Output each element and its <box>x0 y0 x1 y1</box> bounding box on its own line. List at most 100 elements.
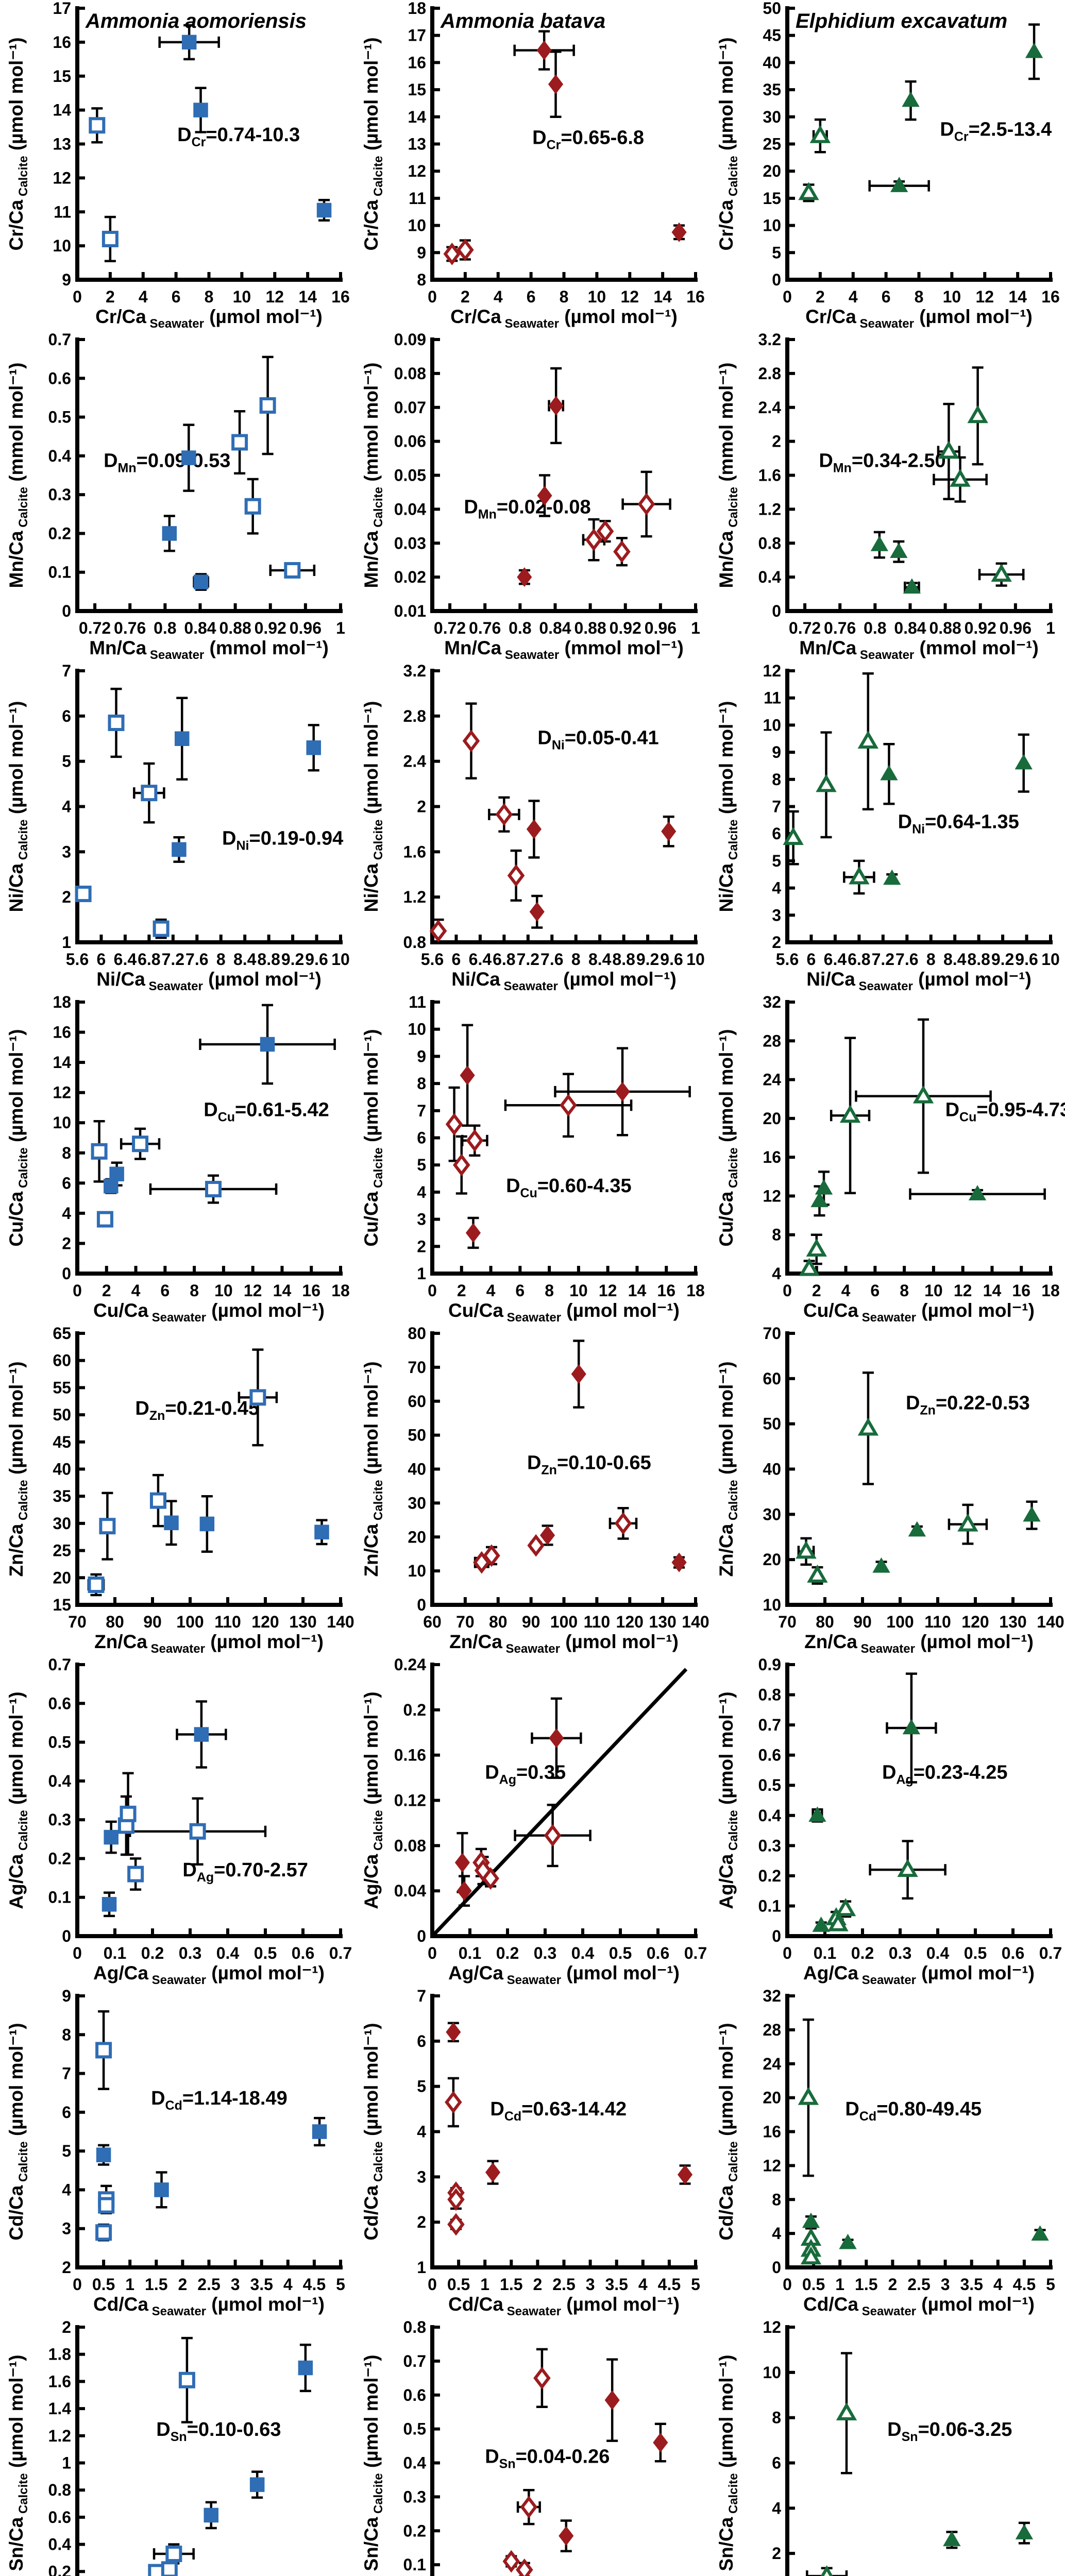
x-tick-label: 7.6 <box>185 950 208 969</box>
x-tick-label: 4 <box>638 2275 648 2294</box>
y-tick-label: 12 <box>763 663 781 680</box>
plot-cu-excavatum: 4 8 12 16 20 24 28 32 0 2 4 6 8 10 12 14 16 18 Cu/Ca Calci… <box>710 994 1065 1325</box>
y-axis-label: Ag/Ca Calcite (µmol mol⁻¹) <box>361 1691 385 1909</box>
y-axis-label: Mn/Ca Calcite (mmol mol⁻¹) <box>6 363 30 588</box>
x-axis-label: Mn/Ca Seawater (mmol mol⁻¹) <box>444 637 684 662</box>
data-point-metal <box>306 740 321 755</box>
y-tick-label: 0.08 <box>394 1836 426 1855</box>
y-tick-label: 1 <box>417 1264 426 1283</box>
data-point-control <box>244 498 261 515</box>
data-point-metal <box>1015 2524 1034 2539</box>
x-tick-label: 6 <box>870 1281 880 1300</box>
species-title: Ammonia aomoriensis <box>85 10 307 32</box>
y-tick-label: 11 <box>409 189 426 208</box>
x-tick-label: 0.3 <box>179 1944 201 1962</box>
y-tick-label: 9 <box>62 270 71 289</box>
partition-coefficient-annotation: DZn=0.10-0.65 <box>527 1452 651 1478</box>
y-axis-label: Cu/Ca Calcite (µmol mol⁻¹) <box>716 1029 740 1246</box>
x-tick-label: 2 <box>461 287 470 306</box>
x-tick-label: 70 <box>778 1613 797 1631</box>
x-tick-label: 0.4 <box>216 1944 240 1962</box>
y-tick-label: 15 <box>408 80 426 99</box>
y-tick-label: 0.1 <box>758 1896 781 1915</box>
x-tick-label: 80 <box>106 1613 124 1631</box>
y-tick-label: 8 <box>417 1074 426 1093</box>
y-tick-label: 4 <box>62 2180 71 2199</box>
species-title: Elphidium excavatum <box>796 10 1007 32</box>
x-tick-label: 6.8 <box>138 950 160 969</box>
y-tick-label: 15 <box>53 1596 71 1614</box>
data-point-control <box>482 1867 499 1890</box>
x-tick-label: 80 <box>816 1613 834 1631</box>
data-point-control <box>806 1238 827 1257</box>
x-tick-label: 0.72 <box>789 619 821 637</box>
plot-canvas-cr-excavatum: 0 5 10 15 20 25 30 35 40 45 50 0 2 4 6 8 10 12 14 16 Cr/Ca C… <box>716 0 1060 331</box>
y-tick-label: 3 <box>417 2167 426 2186</box>
x-tick-label: 0.72 <box>79 619 111 637</box>
y-tick-label: 2.8 <box>758 364 781 383</box>
data-point-control <box>495 803 513 826</box>
partition-coefficient-annotation: DCu=0.61-5.42 <box>204 1099 329 1124</box>
x-tick-label: 7.2 <box>162 950 184 969</box>
plot-canvas-ag-aomoriensis: 0 0.1 0.2 0.3 0.4 0.5 0.6 0.7 0 0.1 0.2 0.3 0.4 0.5 0.… <box>6 1656 352 1987</box>
x-axis-label: Ag/Ca Seawater (µmol mol⁻¹) <box>93 1962 325 1987</box>
plot-cr-batava: 8 9 10 11 12 13 14 15 16 17 18 0 2 4 6 8 10 12 14 16 Cr/Ca C… <box>355 0 710 331</box>
data-point-metal <box>460 1065 475 1086</box>
y-tick-label: 6 <box>417 1129 426 1147</box>
x-tick-label: 0 <box>428 287 437 306</box>
x-tick-label: 0.4 <box>571 1944 595 1962</box>
x-tick-label: 60 <box>423 1613 442 1631</box>
data-point-control <box>141 785 158 802</box>
partition-coefficient-annotation: DNi=0.05-0.41 <box>537 727 658 752</box>
x-tick-label: 0 <box>783 287 792 306</box>
data-point-control <box>798 2087 819 2105</box>
data-point-metal <box>902 91 920 107</box>
data-point-control <box>445 1113 463 1136</box>
data-point-control <box>585 528 603 551</box>
y-tick-label: 1.6 <box>48 2372 71 2391</box>
data-point-metal <box>890 177 908 192</box>
x-tick-label: 6.8 <box>493 950 515 969</box>
y-tick-label: 0 <box>417 1927 426 1945</box>
y-tick-label: 0.04 <box>394 500 426 518</box>
y-tick-label: 20 <box>763 1109 781 1128</box>
x-tick-label: 6 <box>97 950 106 969</box>
x-tick-label: 0.4 <box>926 1944 950 1962</box>
y-tick-label: 0.1 <box>48 1888 71 1907</box>
x-tick-label: 0.5 <box>92 2275 115 2294</box>
x-tick-label: 10 <box>924 1281 943 1300</box>
data-point-control <box>798 182 819 200</box>
x-tick-label: 0.5 <box>254 1944 277 1962</box>
y-tick-label: 0.04 <box>394 1882 426 1900</box>
plot-canvas-mn-excavatum: 00.40.81.21.622.42.83.20.72 0.76 0.8 0.84 0.… <box>716 331 1055 662</box>
y-tick-label: 12 <box>763 2319 781 2336</box>
x-tick-label: 0.6 <box>292 1944 314 1962</box>
data-point-metal <box>465 1223 481 1243</box>
plot-mn-excavatum: 0 0.4 0.8 1.2 1.6 2 2.4 2.8 3.2 0.72 0.76 0.8 0.84 0.… <box>710 331 1065 663</box>
y-tick-label: 3.2 <box>403 663 426 680</box>
y-tick-label: 0.3 <box>758 1836 781 1855</box>
x-tick-label: 12 <box>954 1281 972 1300</box>
x-tick-label: 0.6 <box>1002 1944 1024 1962</box>
x-tick-label: 120 <box>616 1613 644 1631</box>
y-tick-label: 0.3 <box>403 2487 426 2506</box>
x-tick-label: 0.2 <box>851 1944 874 1962</box>
x-tick-label: 110 <box>214 1613 241 1631</box>
data-point-control <box>533 2366 551 2389</box>
y-tick-label: 55 <box>53 1378 71 1397</box>
partition-coefficient-annotation: DZn=0.21-0.45 <box>135 1398 259 1423</box>
y-tick-label: 1 <box>62 2454 71 2472</box>
y-tick-label: 9 <box>62 1988 71 2005</box>
y-tick-label: 1.2 <box>403 888 426 906</box>
y-tick-label: 11 <box>54 202 71 221</box>
y-tick-label: 4 <box>772 2224 781 2243</box>
y-tick-label: 12 <box>408 162 426 180</box>
x-tick-label: 0.1 <box>459 1944 481 1962</box>
x-tick-label: 7.6 <box>540 950 563 969</box>
y-axis-label: Sn/Ca Calcite (µmol mol⁻¹) <box>6 2354 30 2571</box>
data-point-control <box>483 1544 500 1567</box>
plot-canvas-sn-batava: 00.10.20.30.40.50.60.70.80123456Sn/Ca Ca… <box>361 2319 668 2576</box>
x-axis-label: Cd/Ca Seawater (µmol mol⁻¹) <box>448 2294 680 2318</box>
y-tick-label: 0.6 <box>758 1746 781 1765</box>
